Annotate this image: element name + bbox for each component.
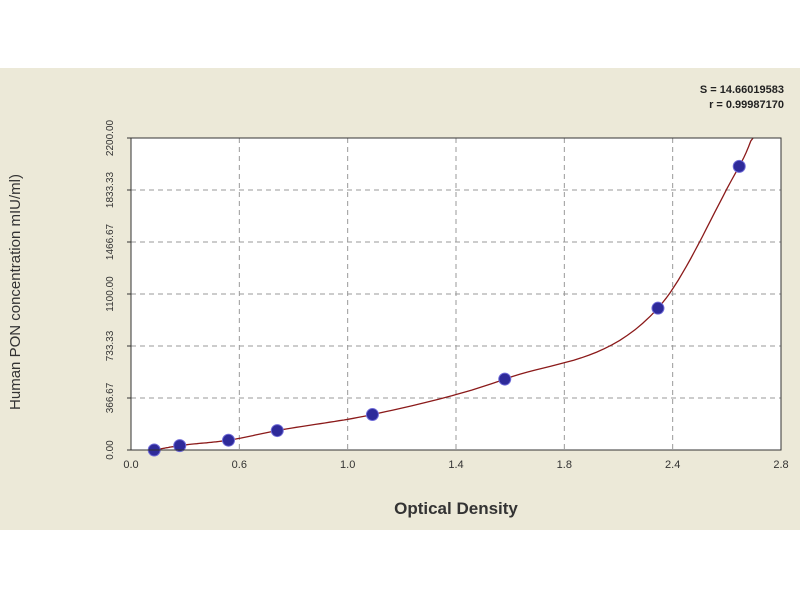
data-point [270, 424, 284, 438]
data-point [732, 159, 746, 173]
stat-s: S = 14.66019583 [699, 84, 784, 96]
data-point [365, 408, 379, 422]
data-point [173, 439, 187, 453]
y-tick-label: 366.67 [105, 382, 116, 413]
x-tick-label: 2.8 [773, 459, 788, 471]
regression-stats: S = 14.66019583 r = 0.99987170 [700, 83, 784, 113]
y-tick-label: 733.33 [105, 330, 116, 361]
x-tick-label: 0.0 [123, 459, 138, 471]
x-axis-label: Optical Density [394, 499, 518, 518]
y-tick-label: 2200.00 [105, 119, 116, 156]
y-tick-label: 1466.67 [105, 223, 116, 260]
data-point [498, 372, 512, 386]
x-tick-label: 0.6 [232, 459, 247, 471]
x-axis-ticks: 0.0 0.6 1.0 1.4 1.8 2.4 2.8 [123, 459, 788, 471]
y-tick-label: 1100.00 [105, 276, 116, 312]
stat-r: r = 0.99987170 [709, 99, 784, 111]
x-tick-label: 1.8 [557, 459, 572, 471]
y-tick-label: 0.00 [105, 440, 116, 460]
fit-curve [154, 137, 754, 451]
x-tick-label: 2.4 [665, 459, 680, 471]
x-tick-label: 1.4 [448, 459, 463, 471]
plot-border [130, 137, 782, 451]
y-axis-ticks: 0.00 366.67 733.33 1100.00 1466.67 1833.33 220… [105, 119, 131, 460]
x-tick-label: 1.0 [340, 459, 355, 471]
data-point [651, 301, 665, 315]
y-axis-label: Human PON concentration mIU/ml) [7, 174, 24, 410]
y-tick-label: 1833.33 [105, 171, 116, 208]
grid-lines [131, 138, 781, 450]
data-point [222, 433, 235, 447]
